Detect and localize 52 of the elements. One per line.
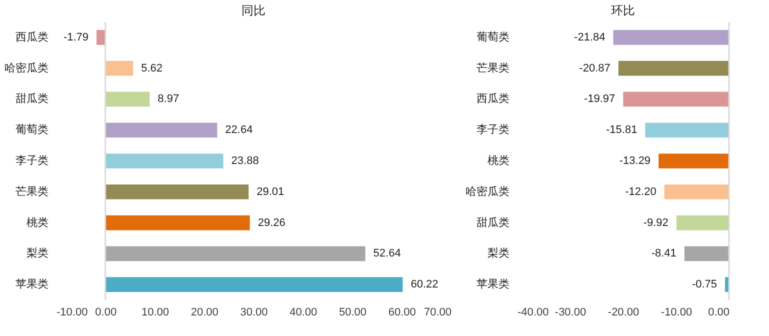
chart-title: 环比 (611, 3, 635, 18)
data-label: -12.20 (625, 186, 656, 198)
y-tick-label: 哈密瓜类 (466, 184, 510, 198)
x-tick-label: -10.00 (56, 306, 88, 318)
data-label: 29.26 (258, 216, 286, 229)
data-label: -20.87 (579, 62, 610, 74)
data-label: 22.64 (225, 124, 253, 136)
x-tick-label: 60.00 (388, 306, 416, 318)
y-tick-label: 葡萄类 (476, 30, 510, 44)
y-tick-label: 桃类 (26, 216, 48, 229)
y-tick-label: 葡萄类 (16, 123, 48, 136)
y-tick-label: 苹果类 (476, 278, 510, 291)
x-tick-label: 70.00 (424, 306, 452, 318)
data-label: -15.81 (606, 124, 638, 136)
x-tick-label: 50.00 (338, 306, 367, 318)
data-label: 29.01 (256, 186, 284, 198)
chart-title: 同比 (242, 3, 266, 18)
y-tick-label: 西瓜类 (16, 30, 48, 44)
y-tick-label: 李子类 (476, 123, 510, 136)
y-tick-label: 甜瓜类 (16, 92, 48, 106)
data-label: 8.97 (158, 93, 180, 106)
y-tick-label: 梨类 (26, 246, 48, 260)
data-label: 5.62 (141, 62, 163, 74)
y-tick-label: 芒果类 (476, 61, 510, 74)
data-label: 60.22 (410, 278, 438, 291)
y-tick-label: 桃类 (488, 154, 510, 167)
data-label: 52.64 (373, 248, 401, 260)
data-label: -8.41 (651, 248, 676, 260)
y-tick-label: 甜瓜类 (476, 216, 510, 229)
x-tick-label: 10.00 (141, 306, 170, 318)
data-label: 23.88 (231, 155, 259, 167)
x-tick-label: 0.00 (708, 306, 730, 318)
x-tick-label: 40.00 (290, 306, 318, 318)
x-tick-label: -20.00 (608, 306, 640, 318)
data-label: -13.29 (619, 155, 651, 167)
x-tick-label: -30.00 (554, 306, 586, 318)
x-tick-label: 20.00 (190, 306, 218, 318)
data-label: -0.75 (692, 278, 718, 291)
data-label: -21.84 (574, 31, 606, 44)
x-tick-label: 30.00 (240, 306, 268, 318)
y-tick-label: 西瓜类 (476, 92, 510, 106)
y-tick-label: 苹果类 (16, 278, 48, 291)
data-label: -19.97 (584, 93, 616, 106)
data-label: -9.92 (643, 216, 668, 229)
data-label: -1.79 (63, 31, 89, 44)
x-tick-label: -10.00 (660, 306, 692, 318)
y-tick-label: 芒果类 (16, 184, 48, 198)
y-tick-label: 哈密瓜类 (4, 61, 48, 74)
y-tick-label: 梨类 (488, 246, 510, 260)
x-tick-label: -40.00 (518, 306, 549, 318)
x-tick-label: 0.00 (95, 306, 117, 318)
y-tick-label: 李子类 (16, 154, 48, 167)
